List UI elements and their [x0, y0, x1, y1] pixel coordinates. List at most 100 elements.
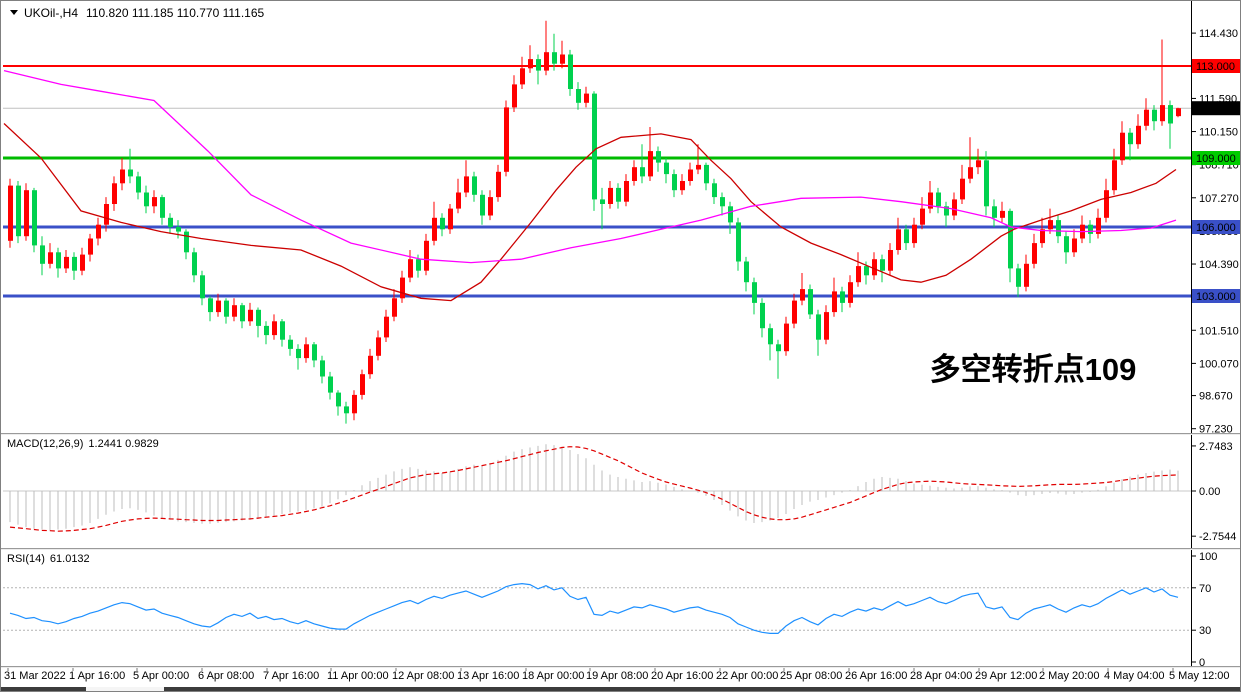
candle-up — [352, 394, 357, 414]
candle-down — [864, 266, 869, 276]
candle-up — [928, 192, 933, 209]
candle-up — [504, 107, 509, 172]
hline-price-badge: 106.000 — [1196, 222, 1236, 234]
candle-down — [728, 206, 733, 223]
price-tick-label: 107.270 — [1199, 193, 1239, 205]
hline-price-badge-bg — [1192, 220, 1240, 234]
pane-separator-highlight — [1, 667, 1240, 668]
candle-up — [848, 282, 853, 303]
candle-down — [144, 192, 149, 207]
candle-down — [320, 360, 325, 377]
candle-down — [600, 199, 605, 204]
candle-down — [576, 89, 581, 103]
separators-and-scrollbar — [1, 433, 1240, 691]
candle-up — [824, 312, 829, 340]
hline-price-badge: 109.000 — [1196, 153, 1236, 165]
candle-up — [1000, 210, 1005, 218]
candle-down — [592, 93, 597, 200]
time-tick-label: 19 Apr 08:00 — [586, 670, 648, 682]
symbol-dropdown-icon[interactable] — [10, 10, 18, 15]
pane-separator[interactable] — [1, 433, 1240, 434]
horizontal-scrollbar-thumb[interactable] — [86, 687, 164, 691]
candle-down — [200, 275, 205, 299]
candle-down — [768, 328, 773, 345]
candle-up — [784, 323, 789, 352]
candle-up — [832, 291, 837, 313]
candle-down — [264, 325, 269, 336]
pane-separator-highlight — [1, 549, 1240, 550]
candle-up — [528, 59, 533, 69]
candle-up — [1104, 190, 1109, 218]
candle-up — [488, 197, 493, 216]
candle-down — [1016, 268, 1021, 287]
candle-down — [944, 206, 949, 216]
candle-down — [936, 192, 941, 207]
hline-price-badge-bg — [1192, 151, 1240, 165]
candle-up — [544, 52, 549, 71]
horizontal-scrollbar-track[interactable] — [1, 687, 1240, 691]
candle-up — [1112, 160, 1117, 191]
candle-down — [128, 169, 133, 177]
time-tick-label: 25 Apr 08:00 — [780, 670, 842, 682]
candle-up — [376, 337, 381, 356]
time-tick-label: 12 Apr 08:00 — [392, 670, 454, 682]
candle-down — [312, 344, 317, 361]
candle-down — [280, 321, 285, 340]
pane-separator[interactable] — [1, 548, 1240, 549]
candle-up — [560, 54, 565, 64]
candle-up — [520, 68, 525, 85]
candle-up — [912, 224, 917, 244]
rsi-tick-label: 70 — [1199, 583, 1211, 595]
current-price-badge: 111.165 — [1196, 103, 1234, 115]
rsi-tick-label: 30 — [1199, 625, 1211, 637]
candle-up — [952, 199, 957, 216]
hline-price-badge-bg — [1192, 59, 1240, 73]
candle-up — [232, 305, 237, 317]
time-scale[interactable]: 31 Mar 2022 1 Apr 16:00 5 Apr 00:00 6 Apr 0… — [4, 667, 1230, 682]
rsi-pane[interactable] — [3, 582, 1191, 635]
candle-down — [224, 300, 229, 317]
candle-down — [704, 164, 709, 184]
time-tick-label: 11 Apr 00:00 — [327, 670, 389, 682]
candle-down — [168, 217, 173, 227]
candle-up — [456, 192, 461, 209]
ma-fast-line — [3, 123, 1177, 302]
price-scale-column[interactable]: 114.430111.590110.150108.710107.270105.8… — [1191, 1, 1241, 669]
macd-signal-line — [9, 446, 1179, 532]
pane-separator[interactable] — [1, 666, 1240, 667]
candle-down — [56, 252, 61, 269]
annotation-text[interactable]: 多空转折点109 — [930, 352, 1137, 387]
candle-up — [680, 181, 685, 191]
rsi-tick-label: 100 — [1199, 551, 1217, 563]
candle-down — [1088, 224, 1093, 234]
candle-up — [1048, 220, 1053, 230]
hline-price-badge: 113.000 — [1196, 61, 1235, 73]
candle-down — [344, 406, 349, 414]
rsi-line — [9, 582, 1179, 635]
candle-up — [400, 277, 405, 299]
candle-down — [664, 162, 669, 175]
candle-down — [440, 217, 445, 230]
candle-up — [696, 164, 701, 170]
candle-up — [624, 181, 629, 202]
macd-label: MACD(12,26,9) 1.2441 0.9829 — [7, 438, 159, 450]
candle-down — [808, 289, 813, 315]
candle-down — [192, 252, 197, 276]
candle-down — [16, 185, 21, 237]
candle-down — [1152, 109, 1157, 122]
hline-price-badge-bg — [1192, 289, 1240, 303]
time-tick-label: 26 Apr 16:00 — [845, 670, 907, 682]
candle-up — [608, 187, 613, 204]
candle-up — [896, 229, 901, 250]
time-tick-label: 29 Apr 12:00 — [975, 670, 1037, 682]
candle-up — [1032, 243, 1037, 264]
ma-slow-line — [3, 69, 1177, 264]
macd-pane[interactable] — [3, 444, 1191, 532]
price-pane[interactable] — [3, 20, 1191, 424]
candle-up — [800, 289, 805, 301]
candle-up — [360, 374, 365, 395]
candle-down — [32, 190, 37, 246]
price-tick-label: 110.150 — [1199, 127, 1238, 139]
candle-up — [384, 316, 389, 338]
candle-down — [568, 54, 573, 89]
